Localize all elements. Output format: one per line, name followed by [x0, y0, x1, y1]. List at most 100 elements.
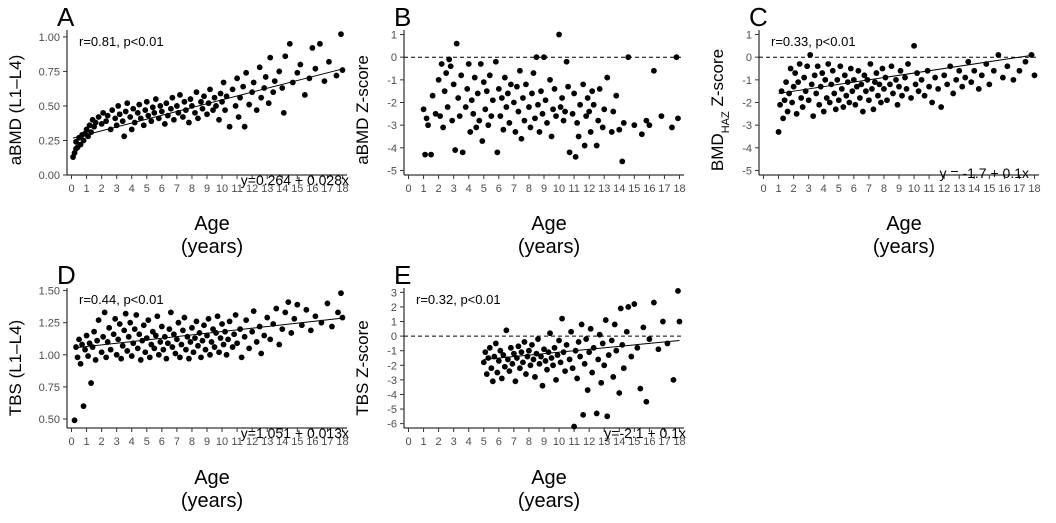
data-point [611, 321, 618, 328]
data-point [193, 89, 200, 96]
data-point [631, 122, 638, 129]
y-tick-label: 0 [391, 331, 397, 343]
data-point [905, 61, 911, 67]
data-point [220, 79, 227, 86]
x-tick-label: 4 [821, 183, 827, 195]
data-point [485, 122, 492, 129]
data-point [103, 118, 110, 125]
data-point [160, 346, 167, 353]
data-point [473, 124, 480, 131]
data-point [83, 332, 90, 339]
data-point [232, 103, 239, 109]
x-tick-label: 10 [553, 183, 565, 195]
data-point [256, 64, 263, 71]
x-tick-label: 15 [628, 436, 640, 448]
data-point [309, 45, 316, 51]
data-point [655, 346, 662, 353]
x-tick-label: 12 [583, 436, 595, 448]
data-point [589, 88, 596, 95]
data-point [145, 112, 152, 119]
x-tick-label: 13 [598, 436, 610, 448]
data-point [173, 103, 180, 109]
data-point [865, 97, 872, 104]
data-point [104, 339, 111, 345]
x-tick-label: 0 [68, 183, 74, 195]
data-point [602, 317, 609, 323]
x-tick-label: 0 [760, 183, 766, 195]
x-axis-title: Age [194, 213, 230, 235]
x-tick-label: 3 [451, 436, 457, 448]
data-point [210, 107, 216, 113]
data-point [787, 65, 794, 72]
data-point [140, 322, 147, 329]
data-point [471, 74, 478, 81]
data-point [124, 348, 131, 354]
x-tick-label: 3 [114, 183, 120, 195]
data-point [301, 92, 308, 98]
data-point [577, 353, 584, 360]
panel-d: D TBS (L1–L4) 0.500.751.001.251.500 1 2 3 4 5… [6, 260, 349, 512]
data-point [494, 369, 501, 376]
data-point [458, 72, 465, 79]
x-tick-label: 5 [481, 183, 487, 195]
data-point [938, 104, 945, 110]
data-point [507, 344, 514, 351]
data-point [104, 112, 111, 119]
data-point [867, 61, 874, 67]
data-point [1016, 67, 1023, 74]
data-point [477, 61, 484, 67]
data-point [279, 326, 286, 333]
data-point [858, 81, 865, 88]
data-point [601, 106, 608, 113]
data-point [553, 113, 559, 119]
data-point [452, 147, 459, 153]
data-point [195, 115, 201, 122]
data-point [199, 337, 206, 344]
data-point [492, 340, 499, 347]
data-point [559, 95, 565, 101]
y-tick-label: -4 [387, 389, 397, 401]
data-point [470, 110, 477, 117]
data-point [547, 330, 553, 337]
data-point [542, 97, 549, 104]
data-point [189, 324, 195, 331]
data-point [177, 354, 183, 361]
y-tick-label: -5 [387, 165, 397, 177]
data-point [506, 119, 513, 126]
data-point [482, 349, 489, 356]
data-point [217, 335, 224, 341]
y-tick-label: 0.75 [39, 66, 60, 78]
data-point [489, 378, 496, 385]
data-point [217, 90, 224, 97]
data-point [91, 328, 97, 335]
x-axis-subtitle: (years) [181, 490, 243, 512]
data-point [956, 67, 963, 74]
data-point [526, 104, 532, 110]
plot-area: 0.500.751.001.251.500 1 2 3 4 5 6 7 8 9 10 11 12 13 14… [39, 286, 349, 448]
fit-line [483, 340, 680, 360]
data-point [643, 398, 650, 405]
y-tick-label: 1.50 [39, 286, 60, 298]
data-point [192, 335, 198, 341]
data-point [503, 104, 510, 110]
data-point [229, 344, 236, 350]
data-point [98, 121, 105, 127]
data-point [835, 97, 842, 104]
data-point [829, 67, 836, 74]
data-point [861, 72, 868, 79]
data-point [95, 114, 102, 120]
y-tick-label: -4 [742, 143, 752, 155]
data-point [158, 108, 165, 115]
data-point [116, 321, 123, 327]
data-point [862, 88, 869, 95]
x-tick-label: 11 [231, 183, 242, 195]
x-tick-label: 18 [673, 183, 685, 195]
data-point [834, 76, 841, 83]
data-point [541, 54, 547, 61]
y-tick-label: -1 [387, 346, 397, 358]
data-point [170, 116, 177, 123]
y-tick-label: -3 [387, 120, 397, 132]
data-point [128, 353, 135, 359]
data-point [875, 92, 881, 99]
data-point [164, 340, 171, 347]
